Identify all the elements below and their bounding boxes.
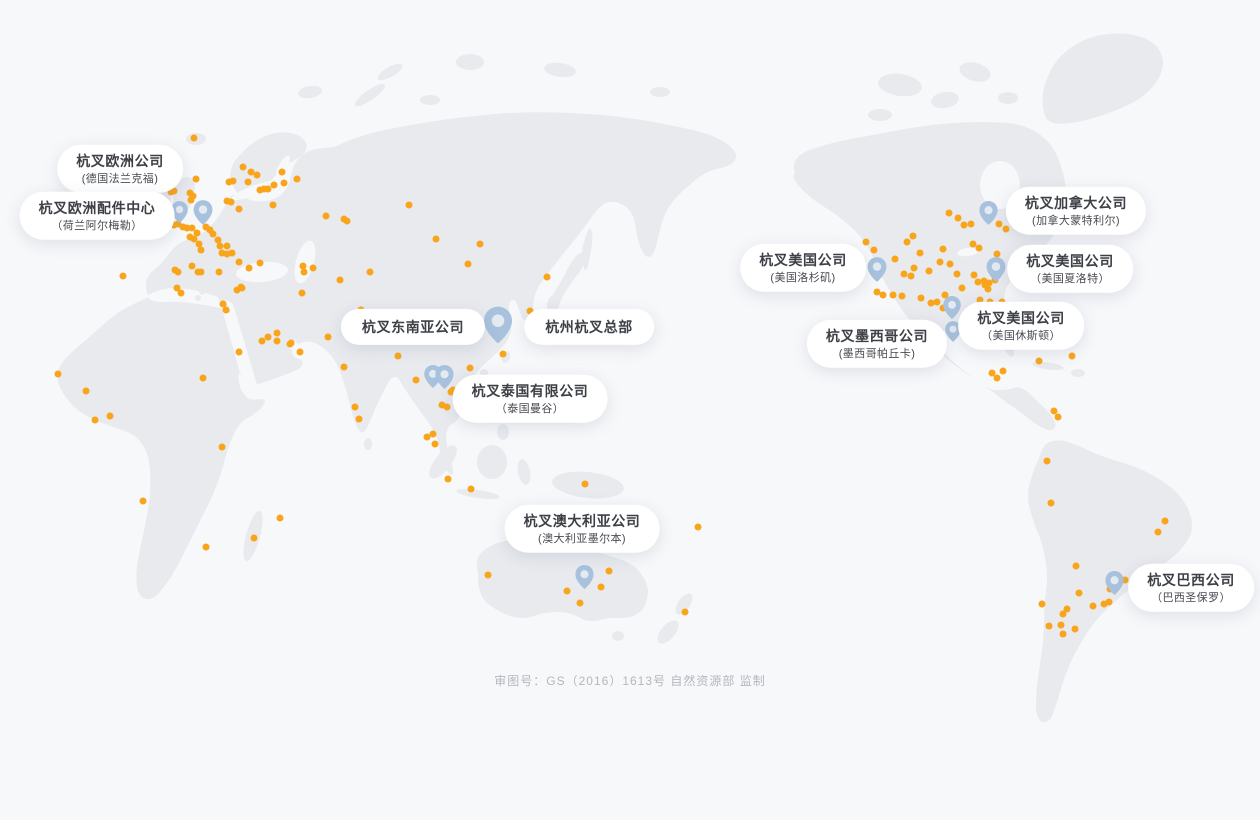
landmass-new-guinea	[552, 471, 624, 499]
landmass-nz-south	[657, 620, 679, 644]
landmass-cuba	[1032, 361, 1064, 371]
landmass-madagascar	[243, 510, 263, 562]
landmass-sumatra	[429, 445, 457, 479]
continents	[57, 33, 1192, 723]
landmass-japan	[547, 252, 585, 321]
landmass-nz-north	[675, 593, 693, 615]
landmass-taiwan	[501, 351, 511, 363]
landmass-borneo	[477, 445, 507, 479]
landmass-italy	[190, 262, 205, 295]
landmass-java	[456, 488, 500, 500]
landmass-eurasia-africa	[57, 112, 737, 600]
landmass-uk	[172, 177, 195, 216]
landmass-ireland	[159, 192, 171, 206]
landmass-north-america	[793, 121, 1067, 431]
landmass-hainan	[480, 369, 488, 377]
sea-great-lakes	[957, 247, 979, 257]
landmass-sri-lanka	[364, 438, 372, 450]
landmass-sicily	[195, 295, 201, 301]
landmass-hispaniola	[1071, 369, 1085, 377]
landmass-greenland	[1042, 33, 1164, 124]
sea-baltic	[231, 179, 281, 201]
landmass-australia	[476, 539, 648, 622]
landmass-sakhalin	[582, 228, 593, 271]
sea-caspian	[294, 240, 316, 284]
landmass-iceland	[186, 133, 206, 145]
landmass-mindanao	[497, 424, 509, 440]
sea-hudson-bay	[980, 161, 1020, 209]
landmass-luzon	[491, 392, 503, 416]
sea-mediterranean	[146, 288, 232, 311]
landmass-sulawesi	[517, 459, 531, 485]
landmass-tasmania	[612, 631, 624, 641]
map-approval-number: 审图号：GS（2016）1613号 自然资源部 监制	[494, 674, 766, 688]
